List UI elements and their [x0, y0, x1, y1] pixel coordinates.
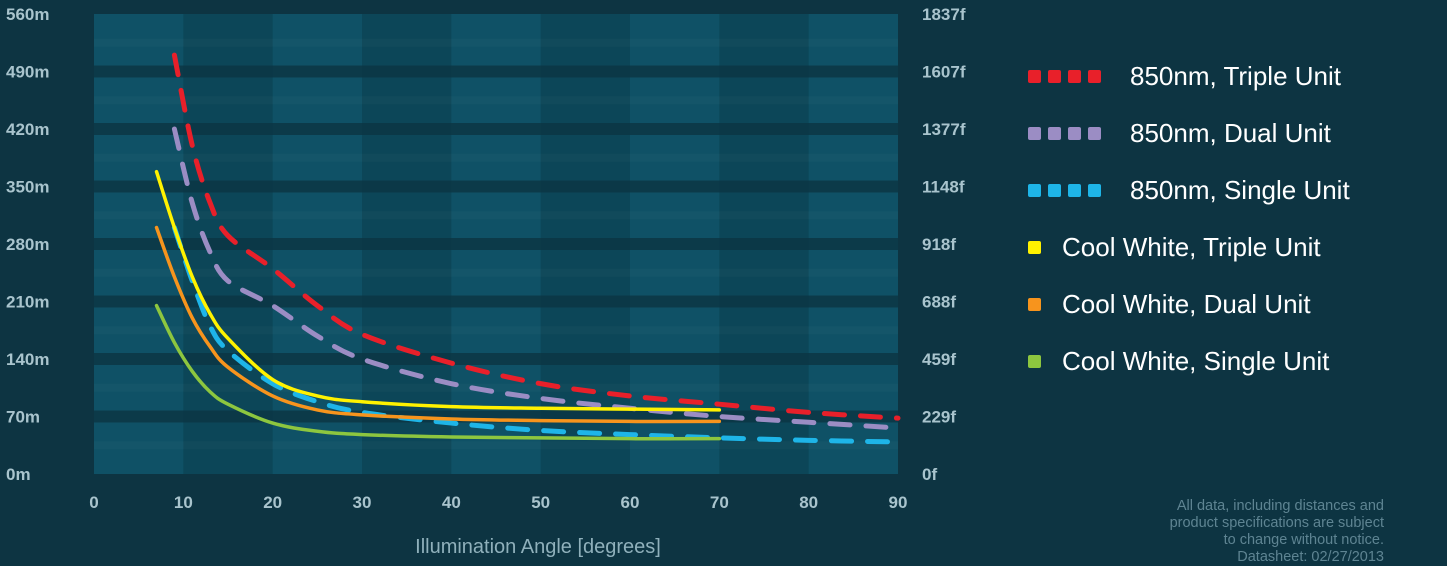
x-tick-label: 30 [353, 493, 372, 512]
x-tick-label: 80 [799, 493, 818, 512]
plot-background [94, 14, 898, 474]
legend-item: 850nm, Triple Unit [1028, 48, 1350, 105]
y-tick-label: 420m [6, 120, 49, 139]
legend: 850nm, Triple Unit 850nm, Dual Unit 850n… [1028, 48, 1350, 390]
plot-band-stripe [94, 269, 898, 277]
y-tick-label-right: 1837f [922, 5, 966, 24]
legend-swatch-mark [1028, 127, 1041, 140]
legend-swatch-mark [1068, 184, 1081, 197]
legend-swatch [1028, 70, 1108, 83]
y-tick-label: 280m [6, 235, 49, 254]
legend-swatch-mark [1028, 184, 1041, 197]
legend-label: Cool White, Triple Unit [1062, 232, 1321, 262]
legend-swatch-mark [1028, 241, 1041, 254]
gridline [94, 295, 898, 308]
y-tick-label: 140m [6, 350, 49, 369]
series-line [154, 303, 722, 441]
y-axis-right: 0f 229f 459f 688f 918f 1148f 1377f 1607f 1837f [922, 5, 966, 484]
legend-label: 850nm, Dual Unit [1130, 118, 1331, 148]
legend-swatch [1028, 127, 1108, 140]
legend-swatch-mark [1088, 70, 1101, 83]
y-tick-label-right: 918f [922, 235, 956, 254]
y-tick-label-right: 1377f [922, 120, 966, 139]
plot-band-stripe [94, 39, 898, 47]
legend-item: 850nm, Dual Unit [1028, 105, 1350, 162]
x-tick-label: 50 [531, 493, 550, 512]
legend-swatch-mark [1028, 355, 1041, 368]
legend-swatch-mark [1068, 70, 1081, 83]
legend-swatch [1028, 184, 1108, 197]
x-tick-label: 10 [174, 493, 193, 512]
y-tick-label: 0m [6, 465, 31, 484]
y-tick-label-right: 229f [922, 408, 956, 427]
legend-swatch-mark [1028, 70, 1041, 83]
x-tick-label: 70 [710, 493, 729, 512]
legend-swatch [1028, 241, 1048, 254]
legend-swatch-mark [1088, 127, 1101, 140]
note-line: All data, including distances and [1176, 498, 1384, 514]
legend-item: 850nm, Single Unit [1028, 162, 1350, 219]
series-line [154, 169, 722, 412]
legend-swatch-mark [1028, 298, 1041, 311]
plot-band-stripe [94, 96, 898, 104]
y-tick-label: 70m [6, 408, 40, 427]
disclaimer-note: All data, including distances and produc… [1040, 498, 1384, 566]
legend-item: Cool White, Dual Unit [1028, 276, 1350, 333]
x-tick-label: 0 [89, 493, 98, 512]
gridline [94, 123, 898, 135]
x-axis: 0 10 20 30 40 50 60 70 80 90 [89, 493, 907, 512]
y-tick-label-right: 688f [922, 293, 956, 312]
gridline [94, 238, 898, 250]
gridline [94, 65, 898, 78]
x-tick-label: 40 [442, 493, 461, 512]
note-line: to change without notice. [1223, 532, 1384, 548]
y-tick-label: 490m [6, 63, 49, 82]
y-tick-label: 350m [6, 178, 49, 197]
y-tick-label-right: 1607f [922, 63, 966, 82]
legend-label: 850nm, Single Unit [1130, 175, 1350, 205]
x-tick-label: 90 [889, 493, 908, 512]
series-line [154, 225, 722, 424]
x-axis-label: Illumination Angle [degrees] [415, 536, 661, 558]
legend-label: 850nm, Triple Unit [1130, 61, 1341, 91]
x-tick-label: 20 [263, 493, 282, 512]
legend-swatch-mark [1088, 184, 1101, 197]
legend-swatch [1028, 298, 1048, 311]
y-tick-label-right: 0f [922, 465, 937, 484]
legend-swatch-mark [1048, 184, 1061, 197]
gridline [94, 353, 898, 365]
legend-label: Cool White, Dual Unit [1062, 289, 1311, 319]
series-line [171, 126, 901, 431]
plot-band-stripe [94, 441, 898, 449]
legend-item: Cool White, Triple Unit [1028, 219, 1350, 276]
legend-label: Cool White, Single Unit [1062, 346, 1330, 376]
y-axis-left: 0m 70m 140m 210m 280m 350m 420m 490m 560m [6, 5, 49, 484]
plot-band-stripe [94, 384, 898, 392]
gridline [94, 180, 898, 193]
legend-swatch-mark [1048, 127, 1061, 140]
y-tick-label-right: 1148f [922, 178, 965, 197]
series-line [171, 52, 901, 421]
y-tick-label: 560m [6, 5, 49, 24]
y-tick-label-right: 459f [922, 350, 956, 369]
note-line: product specifications are subject [1169, 515, 1384, 531]
plot-band-stripe [94, 154, 898, 162]
legend-swatch-mark [1068, 127, 1081, 140]
series-layer [154, 52, 901, 445]
x-tick-label: 60 [621, 493, 640, 512]
legend-swatch [1028, 355, 1048, 368]
legend-swatch-mark [1048, 70, 1061, 83]
legend-item: Cool White, Single Unit [1028, 333, 1350, 390]
y-tick-label: 210m [6, 293, 49, 312]
